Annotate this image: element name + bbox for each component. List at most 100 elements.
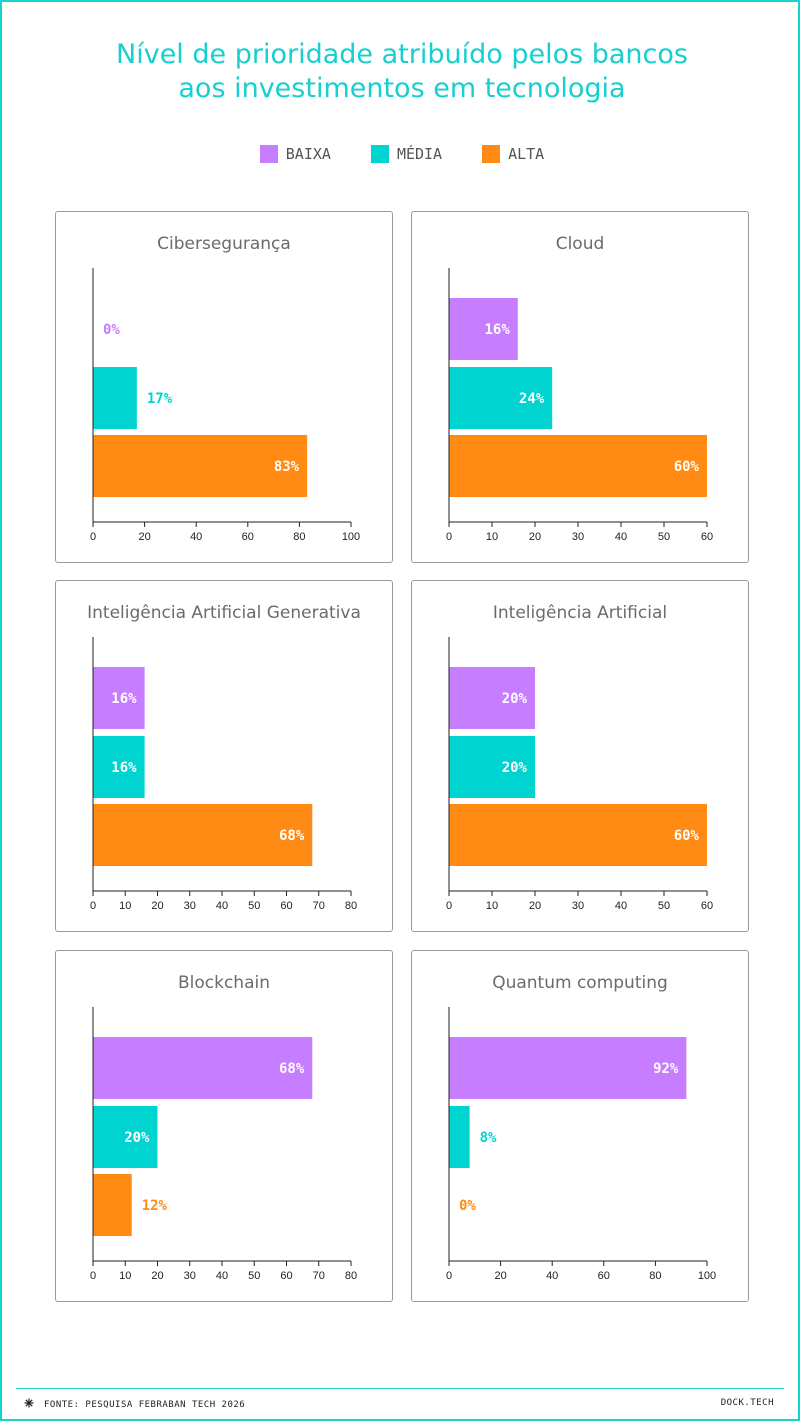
x-tick-label: 0 xyxy=(446,1270,452,1282)
legend-swatch-baixa xyxy=(259,145,278,163)
title-line-2: aos investimentos em tecnologia xyxy=(178,73,626,104)
bar-label-media: 20% xyxy=(124,1130,150,1146)
bar-media xyxy=(449,367,553,429)
chart-ia-generativa: 16% 16% 68% 0 10 20 30 40 50 60 70 80 xyxy=(90,637,357,912)
chart-title: Cloud xyxy=(555,234,605,254)
bar-label-baixa: 16% xyxy=(111,691,137,707)
bar-label-alta: 60% xyxy=(674,828,700,844)
x-tick-label: 80 xyxy=(345,900,357,912)
bar-label-media: 20% xyxy=(502,760,528,776)
bar-label-alta: 0% xyxy=(459,1198,476,1214)
chart-quantum: 92% 8% 0% 0 20 40 60 80 100 xyxy=(446,1007,716,1282)
chart-title: Quantum computing xyxy=(492,973,668,993)
x-tick-label: 0 xyxy=(446,900,452,912)
legend-label-baixa: BAIXA xyxy=(285,145,331,163)
x-tick-label: 70 xyxy=(313,1270,325,1282)
x-tick-label: 20 xyxy=(529,531,541,543)
x-tick-label: 50 xyxy=(248,900,260,912)
bar-label-media: 17% xyxy=(147,391,173,407)
bar-media xyxy=(93,367,137,429)
x-tick-label: 40 xyxy=(216,900,228,912)
x-tick-label: 20 xyxy=(151,1270,163,1282)
x-tick-label: 60 xyxy=(701,900,713,912)
x-tick-label: 30 xyxy=(572,900,584,912)
legend-item-baixa: BAIXA xyxy=(259,145,331,163)
x-tick-label: 40 xyxy=(615,900,627,912)
chart-ia: 20% 20% 60% 0 10 20 30 40 50 60 xyxy=(446,637,713,912)
bar-label-baixa: 68% xyxy=(279,1061,305,1077)
bar-label-alta: 68% xyxy=(279,828,305,844)
chart-title: Blockchain xyxy=(177,973,270,993)
x-tick-label: 40 xyxy=(615,531,627,543)
x-tick-label: 100 xyxy=(698,1270,716,1282)
x-tick-label: 50 xyxy=(658,900,670,912)
bar-baixa xyxy=(449,667,535,729)
x-tick-label: 20 xyxy=(494,1270,506,1282)
x-tick-label: 80 xyxy=(345,1270,357,1282)
bar-label-media: 8% xyxy=(480,1130,497,1146)
bar-label-baixa: 20% xyxy=(502,691,528,707)
bar-label-alta: 83% xyxy=(274,459,300,475)
x-tick-label: 80 xyxy=(293,531,305,543)
page-title: Nível de prioridade atribuído pelos banc… xyxy=(2,38,800,106)
x-tick-label: 60 xyxy=(280,900,292,912)
title-line-1: Nível de prioridade atribuído pelos banc… xyxy=(116,39,688,70)
legend: BAIXA MÉDIA ALTA xyxy=(2,145,800,163)
chart-title: Inteligência Artificial Generativa xyxy=(87,603,361,623)
asterisk-icon xyxy=(24,1398,34,1411)
bar-label-baixa: 0% xyxy=(103,322,120,338)
chart-blockchain: 68% 20% 12% 0 10 20 30 40 50 60 70 80 xyxy=(90,1007,357,1282)
x-tick-label: 60 xyxy=(701,531,713,543)
chart-panel-ia-generativa: Inteligência Artificial Generativa 16% 16… xyxy=(55,580,393,932)
x-tick-label: 40 xyxy=(216,1270,228,1282)
x-tick-label: 10 xyxy=(119,900,131,912)
x-tick-label: 60 xyxy=(280,1270,292,1282)
x-tick-label: 30 xyxy=(184,1270,196,1282)
legend-label-alta: ALTA xyxy=(508,145,545,163)
chart-title: Cibersegurança xyxy=(157,234,291,254)
x-tick-label: 0 xyxy=(446,531,452,543)
x-tick-label: 20 xyxy=(529,900,541,912)
x-tick-label: 10 xyxy=(486,531,498,543)
x-tick-label: 40 xyxy=(546,1270,558,1282)
chart-panel-cloud: Cloud 16% 24% 60% 0 10 20 30 40 50 60 xyxy=(411,211,749,563)
bar-label-baixa: 16% xyxy=(485,322,511,338)
chart-cloud: 16% 24% 60% 0 10 20 30 40 50 60 xyxy=(446,268,713,543)
footer-divider xyxy=(16,1388,784,1389)
legend-swatch-media xyxy=(370,145,389,163)
chart-panel-ciberseguranca: Cibersegurança 0% 17% 83% 0 20 40 60 80 100 xyxy=(55,211,393,563)
bar-alta xyxy=(93,804,313,866)
x-tick-label: 60 xyxy=(598,1270,610,1282)
legend-item-alta: ALTA xyxy=(482,145,544,163)
bar-media xyxy=(93,736,145,798)
x-tick-label: 0 xyxy=(90,900,96,912)
x-tick-label: 20 xyxy=(151,900,163,912)
x-tick-label: 0 xyxy=(90,1270,96,1282)
x-tick-label: 40 xyxy=(190,531,202,543)
legend-label-media: MÉDIA xyxy=(396,145,443,163)
bar-alta xyxy=(93,435,308,497)
source-text: FONTE: PESQUISA FEBRABAN TECH 2026 xyxy=(44,1399,246,1410)
x-tick-label: 100 xyxy=(342,531,360,543)
x-tick-label: 30 xyxy=(572,531,584,543)
x-tick-label: 20 xyxy=(138,531,150,543)
bar-baixa xyxy=(93,667,145,729)
x-tick-label: 60 xyxy=(242,531,254,543)
bar-label-alta: 60% xyxy=(674,459,700,475)
x-tick-label: 30 xyxy=(184,900,196,912)
x-tick-label: 50 xyxy=(248,1270,260,1282)
x-tick-label: 10 xyxy=(119,1270,131,1282)
brand-text: DOCK.TECH xyxy=(720,1398,774,1408)
bar-alta xyxy=(449,804,707,866)
x-tick-label: 10 xyxy=(486,900,498,912)
bar-label-media: 24% xyxy=(519,391,545,407)
bar-label-media: 16% xyxy=(111,760,137,776)
legend-swatch-alta xyxy=(482,145,501,163)
legend-item-media: MÉDIA xyxy=(370,145,443,163)
bar-media xyxy=(449,1106,470,1168)
bar-media xyxy=(93,1106,158,1168)
bar-alta xyxy=(93,1174,132,1236)
x-tick-label: 80 xyxy=(649,1270,661,1282)
bar-baixa xyxy=(449,298,518,360)
